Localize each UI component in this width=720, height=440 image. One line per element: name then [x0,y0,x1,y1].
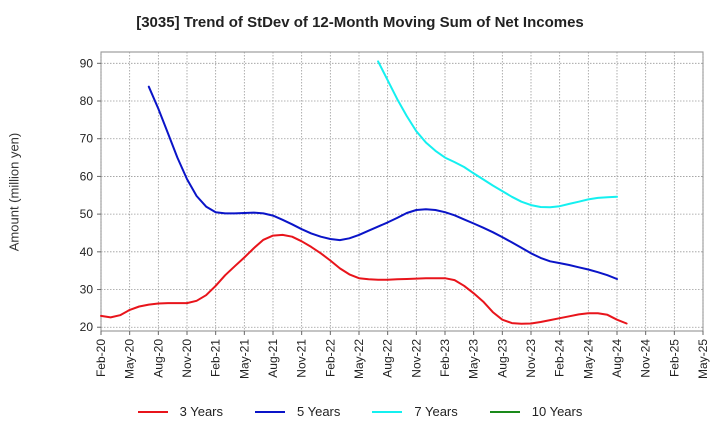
legend-swatch [489,410,520,413]
x-tick-label: May-24 [581,339,595,379]
y-tick-label: 70 [80,132,94,146]
x-tick-label: May-21 [237,339,251,379]
y-tick-label: 90 [80,56,94,70]
x-tick-label: May-25 [696,339,710,379]
legend-label: 3 Years [179,404,223,419]
x-tick-label: Aug-24 [610,339,624,378]
series-lines [100,60,628,325]
series-line-3-years [100,233,628,325]
series-line-5-years [147,85,618,280]
x-tick-label: Feb-20 [94,339,108,377]
x-tick-label: Nov-22 [409,339,423,378]
x-tick-label: Feb-24 [553,339,567,377]
x-tick-label: Feb-22 [323,339,337,377]
x-tick-label: Feb-23 [438,339,452,377]
legend-label: 5 Years [297,404,341,419]
x-tick-labels: Feb-20 May-20 Aug-20 Nov-20 Feb-21 May-21 Aug-… [94,331,710,379]
legend: 3 Years 5 Years 7 Years 10 Years [0,404,720,419]
x-tick-label: May-23 [467,339,481,379]
legend-item: 7 Years [372,404,458,419]
y-tick-label: 60 [80,169,94,183]
legend-item: 10 Years [489,404,583,419]
legend-label: 10 Years [531,404,583,419]
y-tick-label: 40 [80,245,94,259]
legend-swatch [372,410,403,413]
x-tick-label: Feb-25 [667,339,681,377]
y-tick-label: 20 [80,320,94,334]
y-tick-label: 50 [80,207,94,221]
series-line-7-years [377,60,618,209]
legend-swatch [255,410,285,413]
x-tick-label: Aug-22 [381,339,395,378]
x-tick-label: May-20 [123,339,137,379]
legend-swatch [137,410,168,413]
x-tick-label: Nov-21 [295,339,309,378]
y-tick-labels: 20 30 40 50 60 70 80 90 [80,56,101,334]
x-tick-label: Nov-24 [639,339,653,378]
grid-lines [100,52,704,331]
legend-item: 3 Years [137,404,223,419]
x-tick-label: Aug-21 [266,339,280,378]
x-tick-label: May-22 [352,339,366,379]
legend-label: 7 Years [414,404,458,419]
x-tick-label: Feb-21 [209,339,223,377]
x-tick-label: Aug-23 [495,339,509,378]
legend-item: 5 Years [255,404,340,419]
y-tick-label: 30 [80,283,94,297]
x-tick-label: Nov-23 [524,339,538,378]
chart-title: [3035] Trend of StDev of 12-Month Moving… [136,14,584,31]
y-tick-label: 80 [80,94,94,108]
x-tick-label: Nov-20 [180,339,194,378]
x-tick-label: Aug-20 [151,339,165,378]
